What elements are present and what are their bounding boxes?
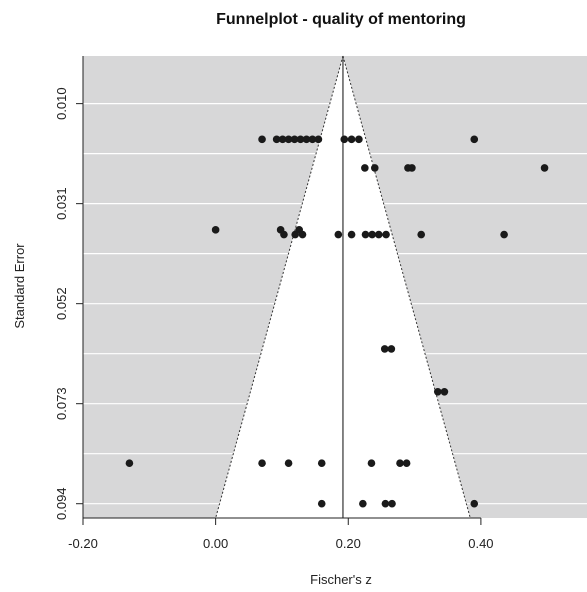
x-tick-label: 0.20 — [336, 536, 361, 551]
y-tick-label: 0.031 — [54, 187, 69, 220]
data-point — [280, 230, 288, 239]
data-point — [408, 164, 416, 172]
data-point — [317, 499, 326, 508]
x-tick-label: 0.40 — [468, 536, 493, 551]
y-axis-label: Standard Error — [12, 243, 27, 329]
data-point — [374, 230, 383, 239]
data-point — [387, 345, 396, 353]
data-point — [298, 230, 307, 239]
data-point — [347, 230, 356, 239]
y-tick-label: 0.094 — [54, 487, 69, 520]
data-point — [440, 387, 449, 396]
data-point — [359, 499, 367, 508]
data-point — [272, 135, 281, 144]
x-axis-label: Fischer's z — [310, 572, 372, 587]
data-point — [317, 459, 326, 468]
data-point — [284, 135, 293, 144]
data-point — [290, 135, 299, 144]
data-point — [340, 135, 349, 144]
data-point — [381, 499, 390, 508]
data-point — [258, 135, 266, 144]
data-point — [308, 135, 317, 144]
y-tick-label: 0.010 — [54, 87, 69, 120]
y-tick-label: 0.052 — [54, 287, 69, 320]
y-tick-label: 0.073 — [54, 387, 69, 420]
data-point — [314, 135, 323, 144]
data-point — [334, 230, 343, 239]
data-point — [396, 459, 404, 468]
data-point — [500, 230, 508, 239]
chart-title: Funnelplot - quality of mentoring — [216, 11, 466, 28]
data-point — [540, 164, 549, 172]
data-point — [367, 459, 376, 468]
data-point — [368, 230, 376, 239]
data-point — [433, 387, 442, 396]
data-point — [370, 164, 379, 172]
data-point — [417, 230, 426, 239]
data-point — [258, 459, 266, 468]
x-tick-label: 0.00 — [203, 536, 228, 551]
data-point — [278, 135, 287, 144]
data-point — [125, 459, 134, 468]
data-point — [355, 135, 363, 144]
data-point — [347, 135, 356, 144]
data-point — [211, 226, 220, 234]
data-point — [361, 164, 369, 172]
data-point — [296, 135, 305, 144]
x-tick-label: -0.20 — [68, 536, 98, 551]
data-point — [388, 499, 396, 508]
data-point — [470, 135, 479, 144]
data-point — [402, 459, 411, 468]
data-point — [382, 230, 390, 239]
data-point — [284, 459, 293, 468]
data-point — [302, 135, 311, 144]
data-point — [380, 345, 389, 353]
data-point — [361, 230, 370, 239]
data-point — [470, 499, 479, 508]
